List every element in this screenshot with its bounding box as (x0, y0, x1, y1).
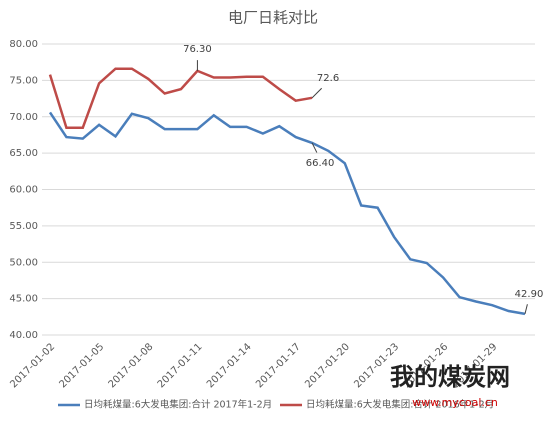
x-tick-label: 2017-01-08 (107, 341, 156, 390)
data-label: 76.30 (183, 44, 212, 55)
data-label: 72.6 (317, 73, 339, 84)
y-tick-label: 45.00 (9, 294, 38, 305)
series-line (48, 67, 313, 129)
x-tick-label: 2017-01-20 (303, 341, 352, 390)
data-label: 42.90 (515, 289, 544, 300)
x-tick-label: 2017-01-17 (254, 341, 303, 390)
label-leader (311, 87, 323, 99)
x-tick-label: 2017-01-14 (205, 341, 254, 390)
y-tick-label: 50.00 (9, 257, 38, 268)
x-tick-label: 2017-01-05 (58, 341, 107, 390)
y-tick-label: 75.00 (9, 75, 38, 86)
legend-label: 日均耗煤量:6大发电集团:合计 2017年1-2月 (84, 399, 272, 411)
legend-label: 日均耗煤量:6大发电集团:合计 2016年1-2月 (306, 399, 494, 411)
label-leader (524, 304, 528, 315)
x-tick-label: 2017-01-11 (156, 341, 205, 390)
y-tick-label: 65.00 (9, 148, 38, 159)
watermark: 我的煤炭网 (390, 363, 510, 391)
x-tick-label: 2017-01-02 (8, 341, 57, 390)
series-line (48, 111, 526, 316)
y-tick-label: 80.00 (9, 39, 38, 50)
y-tick-label: 70.00 (9, 112, 38, 123)
label-leader (311, 142, 318, 153)
y-tick-label: 55.00 (9, 221, 38, 232)
chart-title: 电厂日耗对比 (228, 9, 318, 27)
data-label: 66.40 (306, 158, 335, 169)
y-tick-label: 60.00 (9, 185, 38, 196)
y-tick-label: 40.00 (9, 330, 38, 341)
watermark-url: www.mycoal.cn (412, 396, 498, 409)
